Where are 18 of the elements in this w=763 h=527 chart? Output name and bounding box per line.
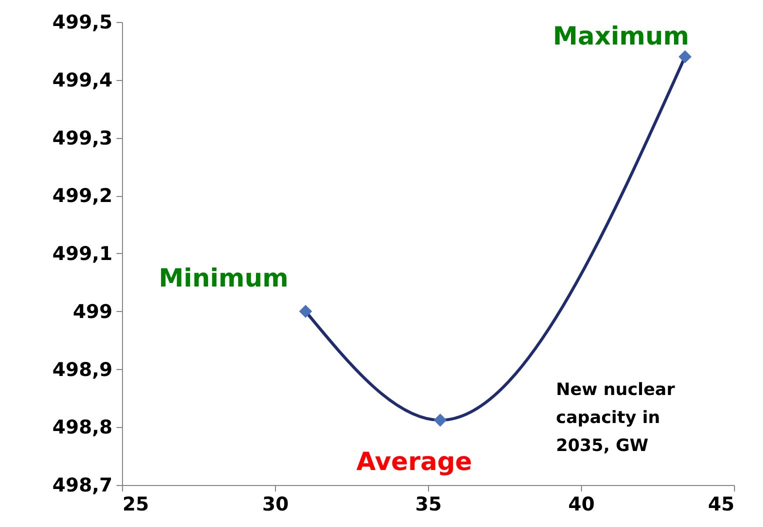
x-tick-label: 35 bbox=[415, 494, 442, 516]
y-tick-label: 499,1 bbox=[52, 243, 112, 265]
y-tick-label: 499,3 bbox=[52, 127, 112, 150]
x-axis-title: New nuclear capacity in 2035, GW bbox=[556, 380, 676, 456]
y-tick-label: 498,7 bbox=[52, 474, 112, 496]
annotation: Minimum bbox=[158, 263, 288, 292]
x-tick-label: 40 bbox=[568, 494, 595, 516]
y-tick-label: 499,5 bbox=[52, 12, 112, 34]
y-tick-label: 499 bbox=[72, 300, 112, 323]
x-tick-label: 25 bbox=[122, 494, 149, 516]
y-tick-label: 499,2 bbox=[52, 185, 112, 208]
y-tick-label: 498,9 bbox=[52, 358, 112, 381]
x-tick-label: 30 bbox=[262, 494, 289, 516]
x-tick-label: 45 bbox=[708, 494, 734, 516]
y-tick-label: 499,4 bbox=[52, 69, 112, 92]
annotation: Maximum bbox=[552, 22, 690, 51]
y-tick-label: 498,8 bbox=[52, 416, 112, 439]
annotation: Average bbox=[356, 447, 472, 476]
